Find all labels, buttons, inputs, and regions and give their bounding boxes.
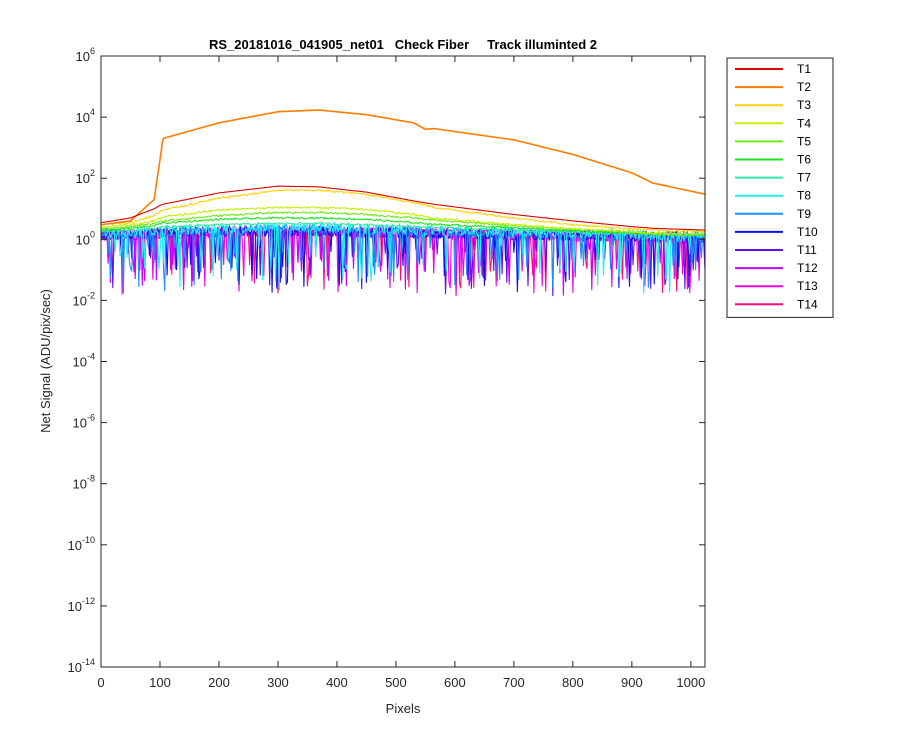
legend-label: T3 bbox=[797, 98, 811, 112]
series-line-T4 bbox=[100, 206, 706, 235]
legend-label: T8 bbox=[797, 189, 811, 203]
y-tick-label: 102 bbox=[76, 168, 95, 186]
y-tick-base: 10 bbox=[73, 477, 87, 492]
y-tick-exponent: 0 bbox=[90, 229, 95, 239]
y-tick-label: 10-12 bbox=[68, 596, 95, 614]
series-line-T5 bbox=[100, 211, 706, 237]
legend-entry: T1 bbox=[735, 62, 811, 76]
legend-entry: T5 bbox=[735, 134, 811, 148]
y-tick-exponent: -6 bbox=[87, 413, 95, 423]
y-axis-label: Net Signal (ADU/pix/sec) bbox=[38, 289, 53, 433]
legend-entry: T11 bbox=[735, 243, 817, 257]
x-tick-label: 200 bbox=[208, 675, 230, 690]
y-tick-base: 10 bbox=[76, 110, 90, 125]
series-line-T6 bbox=[100, 216, 706, 236]
y-tick-base: 10 bbox=[73, 355, 87, 370]
axes-layer: 0 100 200 300 400 500 600 700 800 900 100010-1410-… bbox=[68, 46, 706, 690]
legend-label: T11 bbox=[797, 243, 817, 257]
x-tick-label: 800 bbox=[562, 675, 584, 690]
x-tick-label: 900 bbox=[621, 675, 643, 690]
series-line-T8 bbox=[100, 221, 706, 294]
legend-label: T1 bbox=[797, 62, 811, 76]
legend-box bbox=[726, 57, 834, 318]
y-tick-base: 10 bbox=[73, 293, 87, 308]
y-tick-exponent: -10 bbox=[82, 535, 95, 545]
series-line-T2 bbox=[100, 109, 706, 226]
legend-label: T5 bbox=[797, 134, 811, 148]
x-tick-label: 100 bbox=[149, 675, 171, 690]
y-tick-exponent: -8 bbox=[87, 474, 95, 484]
y-tick-base: 10 bbox=[68, 660, 82, 675]
legend-label: T13 bbox=[797, 279, 818, 293]
y-tick-label: 106 bbox=[76, 46, 95, 64]
y-tick-label: 104 bbox=[76, 107, 95, 125]
legend-label: T4 bbox=[797, 116, 811, 130]
plot-area bbox=[101, 56, 705, 667]
x-tick-label: 1000 bbox=[676, 675, 705, 690]
legend-label: T6 bbox=[797, 153, 811, 167]
y-tick-exponent: 4 bbox=[90, 107, 95, 117]
series-line-T7 bbox=[100, 221, 705, 237]
legend: T1 T2 T3 T4 T5 T6 T7 T8 T9 T10 T11 T12 T13 T14 bbox=[726, 57, 834, 318]
x-tick-label: 600 bbox=[444, 675, 466, 690]
y-tick-label: 10-8 bbox=[73, 474, 95, 492]
y-tick-exponent: 6 bbox=[90, 46, 95, 56]
y-tick-exponent: -14 bbox=[82, 657, 95, 667]
x-tick-label: 0 bbox=[97, 675, 104, 690]
y-tick-exponent: -4 bbox=[87, 352, 95, 362]
legend-entry: T14 bbox=[735, 297, 818, 311]
y-tick-label: 10-14 bbox=[68, 657, 95, 675]
legend-entry: T8 bbox=[735, 189, 811, 203]
y-tick-base: 10 bbox=[68, 538, 82, 553]
y-tick-exponent: -12 bbox=[82, 596, 95, 606]
legend-entry: T13 bbox=[735, 279, 818, 293]
series-line-T3 bbox=[100, 188, 706, 233]
legend-label: T7 bbox=[797, 171, 811, 185]
legend-entry: T2 bbox=[735, 80, 811, 94]
y-tick-label: 10-10 bbox=[68, 535, 95, 553]
legend-entry: T12 bbox=[735, 261, 818, 275]
legend-entry: T10 bbox=[735, 225, 818, 239]
x-axis-label: Pixels bbox=[386, 701, 421, 716]
legend-entry: T6 bbox=[735, 153, 811, 167]
y-tick-base: 10 bbox=[76, 232, 90, 247]
y-tick-exponent: 2 bbox=[90, 168, 95, 178]
y-tick-label: 10-4 bbox=[73, 352, 95, 370]
legend-label: T14 bbox=[797, 297, 818, 311]
x-tick-label: 300 bbox=[267, 675, 289, 690]
y-tick-base: 10 bbox=[76, 49, 90, 64]
series-line-T1 bbox=[100, 185, 705, 231]
chart-title: RS_20181016_041905_net01 Check Fiber Tra… bbox=[209, 37, 597, 52]
y-tick-label: 100 bbox=[76, 229, 95, 247]
series-layer bbox=[100, 109, 706, 297]
legend-label: T2 bbox=[797, 80, 811, 94]
legend-entry: T3 bbox=[735, 98, 811, 112]
y-tick-base: 10 bbox=[76, 171, 90, 186]
legend-entry: T4 bbox=[735, 116, 811, 130]
x-tick-label: 700 bbox=[503, 675, 525, 690]
y-tick-exponent: -2 bbox=[87, 290, 95, 300]
y-tick-base: 10 bbox=[73, 416, 87, 431]
y-tick-label: 10-6 bbox=[73, 413, 95, 431]
legend-label: T9 bbox=[797, 207, 811, 221]
legend-entry: T9 bbox=[735, 207, 811, 221]
x-tick-label: 400 bbox=[326, 675, 348, 690]
legend-entry: T7 bbox=[735, 171, 811, 185]
legend-label: T10 bbox=[797, 225, 818, 239]
x-tick-label: 500 bbox=[385, 675, 407, 690]
legend-label: T12 bbox=[797, 261, 818, 275]
y-tick-label: 10-2 bbox=[73, 290, 95, 308]
y-tick-base: 10 bbox=[68, 599, 82, 614]
